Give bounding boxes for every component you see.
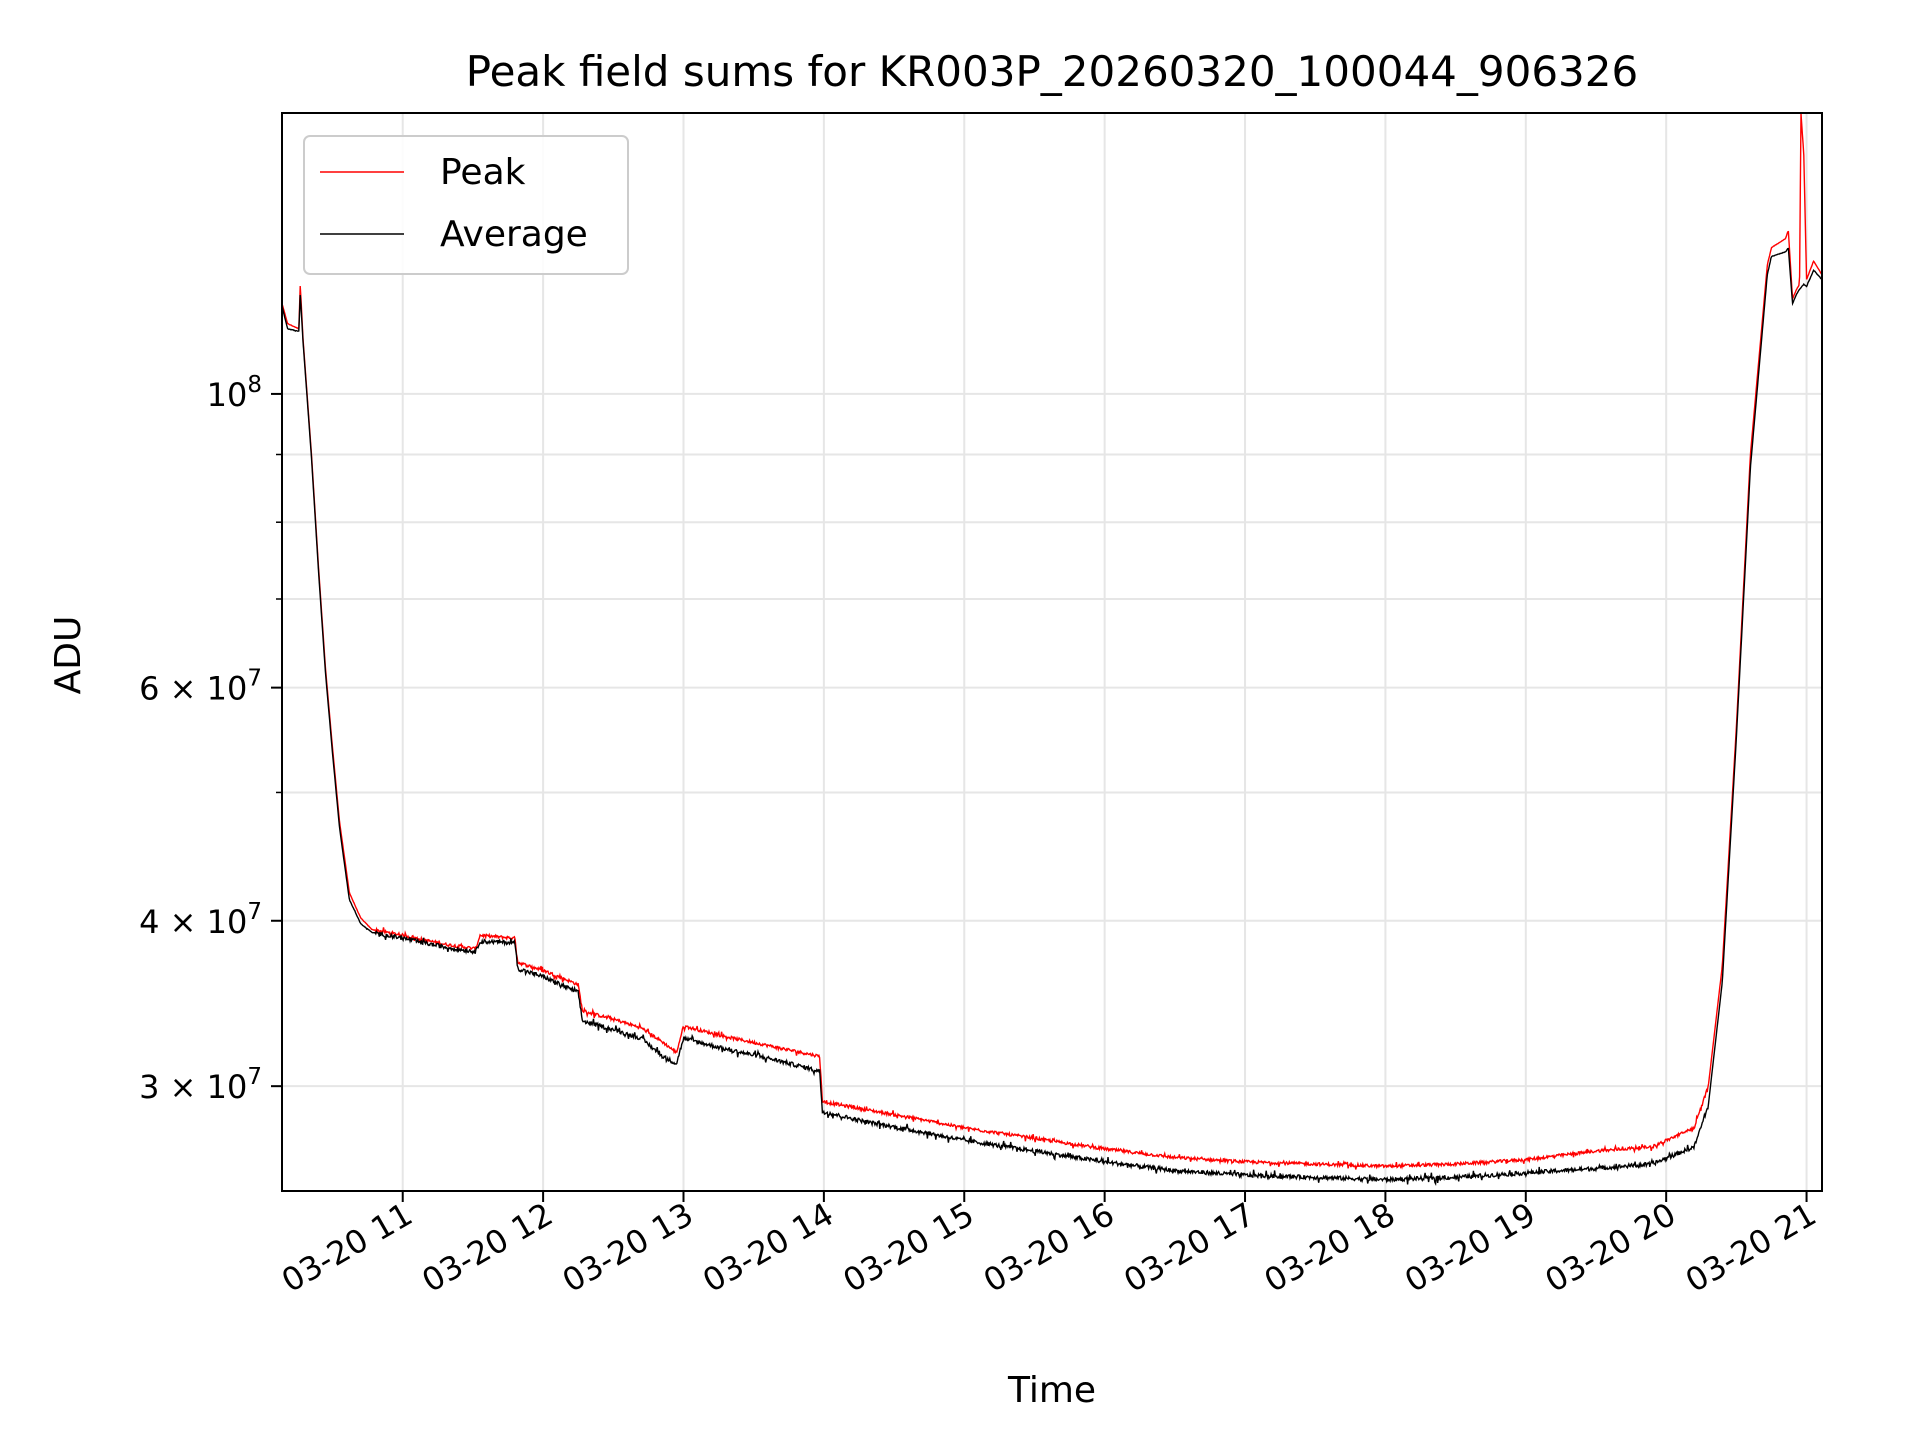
legend: Peak Average — [303, 135, 629, 275]
chart-title: Peak field sums for KR003P_20260320_1000… — [466, 47, 1638, 96]
x-axis-label: Time — [1007, 1370, 1096, 1411]
plot-series — [282, 113, 1822, 1187]
y-tick-label: 3 × 107 — [139, 1064, 262, 1106]
series-line-peak — [282, 113, 1822, 1170]
series-line-average — [282, 247, 1822, 1187]
y-tick-label: 6 × 107 — [139, 666, 262, 708]
y-axis-label: ADU — [48, 616, 89, 695]
y-tick-label: 4 × 107 — [139, 899, 262, 941]
plot-frame — [281, 112, 1823, 1192]
grid-lines — [282, 113, 1822, 1191]
y-tick-label: 108 — [207, 372, 262, 414]
legend-box — [303, 135, 629, 275]
legend-label-peak: Peak — [440, 152, 526, 193]
y-axis: 108 6 × 107 4 × 107 3 × 107 — [139, 372, 282, 1106]
legend-label-average: Average — [440, 214, 588, 255]
